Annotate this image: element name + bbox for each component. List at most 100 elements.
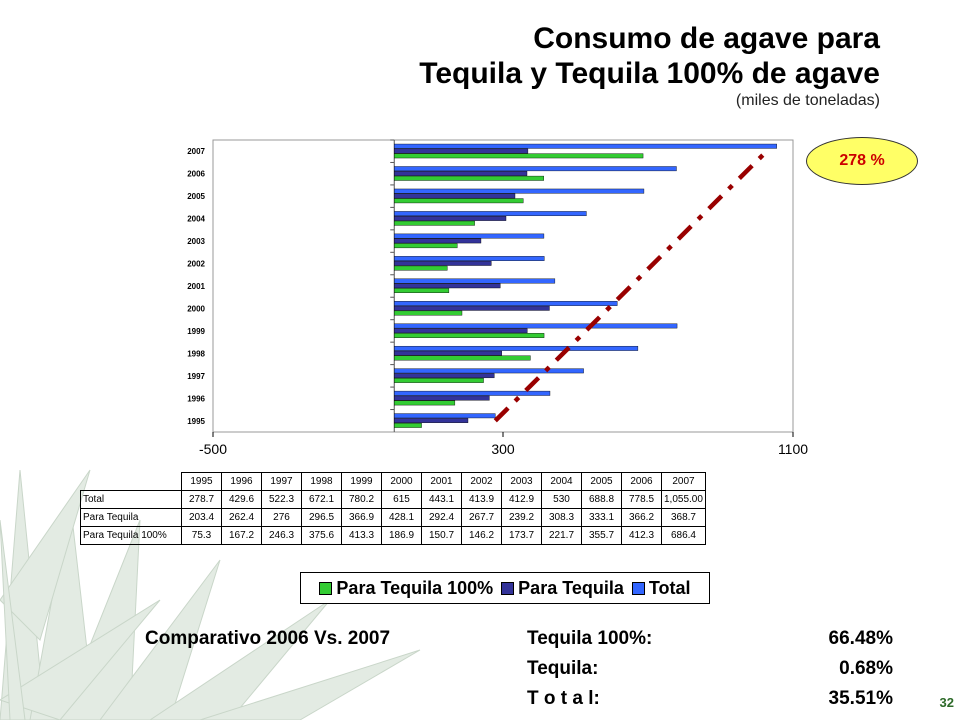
table-row: Para Tequila 203.4 262.4 276 296.5 366.9 428.1…: [80, 508, 706, 527]
table-cell: 672.1: [301, 490, 342, 509]
bar-total-2005: [394, 188, 645, 194]
table-cell: 413.3: [341, 526, 382, 545]
table-corner: [81, 473, 182, 491]
table-header-2000: 2000: [381, 472, 422, 491]
comparison-value-3: 35.51%: [828, 688, 893, 709]
bar-total-2003: [394, 233, 545, 239]
bar-para-tequila-2006: [394, 171, 528, 176]
y-tick-label-1999: 1999: [187, 327, 205, 336]
bar-para-tequila-100--2005: [394, 198, 524, 204]
table-cell: 366.2: [621, 508, 662, 527]
bar-para-tequila-100--2001: [394, 288, 450, 293]
bar-para-tequila-100--2004: [394, 220, 475, 226]
table-cell: 412.9: [501, 490, 542, 509]
legend-swatch: [319, 581, 333, 595]
bar-para-tequila-1999: [394, 328, 528, 334]
table-cell: 413.9: [461, 490, 502, 509]
table-cell: 368.7: [661, 508, 706, 527]
legend-swatch: [501, 581, 515, 595]
table-cell: 221.7: [541, 526, 582, 545]
bar-para-tequila-2004: [394, 216, 507, 221]
legend-swatch: [631, 581, 645, 595]
bar-total-2006: [394, 166, 677, 172]
bar-total-1998: [394, 345, 639, 351]
bar-total-2001: [394, 278, 556, 284]
table-header-2007: 2007: [661, 472, 706, 491]
bar-para-tequila-100--1997: [394, 378, 484, 383]
bar-para-tequila-100--2006: [394, 175, 544, 181]
table-cell: 246.3: [261, 526, 302, 545]
table-header-2002: 2002: [461, 472, 502, 491]
title-line-2: Tequila y Tequila 100% de agave: [419, 57, 880, 90]
bar-para-tequila-100--1998: [394, 355, 531, 361]
bar-para-tequila-1997: [394, 373, 495, 379]
y-tick-label-2000: 2000: [187, 304, 205, 313]
bar-para-tequila-100--2000: [394, 310, 463, 316]
table-cell: 150.7: [421, 526, 462, 545]
y-tick-label-2005: 2005: [187, 192, 205, 201]
bar-para-tequila-2007: [394, 148, 529, 154]
bar-total-1999: [394, 323, 678, 329]
x-tick-label-1100: 1100: [778, 441, 808, 457]
x-tick-label--500: -500: [199, 441, 227, 457]
chart-legend: Para Tequila 100% Para Tequila Total: [300, 572, 710, 604]
bar-para-tequila-100--1995: [394, 422, 422, 428]
table-cell: 428.1: [381, 508, 422, 527]
bar-para-tequila-1998: [394, 350, 502, 356]
y-tick-label-2003: 2003: [187, 237, 205, 246]
bar-total-1997: [394, 368, 584, 374]
bar-total-1996: [394, 390, 551, 396]
x-tick-label-300: 300: [491, 441, 515, 457]
bar-chart: 1995 1996 1997 1998 1999 2000 2001 2002 2003 2004…: [187, 139, 808, 457]
page-number: 32: [939, 695, 954, 710]
table-header-1998: 1998: [301, 472, 342, 491]
legend-label: Para Tequila: [518, 577, 624, 598]
table-cell: 267.7: [461, 508, 502, 527]
legend-item: Para Tequila: [501, 578, 624, 599]
table-row: Total 278.7 429.6 522.3 672.1 780.2 615 443.1 41…: [80, 490, 706, 509]
y-tick-label-1997: 1997: [187, 372, 205, 381]
comparison-label-2: Tequila:: [527, 658, 599, 679]
table-cell: 186.9: [381, 526, 422, 545]
table-cell: 375.6: [301, 526, 342, 545]
bar-para-tequila-2002: [394, 260, 492, 266]
bar-para-tequila-2001: [394, 283, 501, 289]
growth-badge: 278 %: [806, 137, 918, 185]
bar-para-tequila-100--2007: [394, 153, 644, 159]
bar-para-tequila-2000: [394, 305, 550, 311]
table-cell: 278.7: [181, 490, 222, 509]
table-cell: 443.1: [421, 490, 462, 509]
table-cell: 262.4: [221, 508, 262, 527]
table-row-label: Para Tequila: [80, 508, 182, 527]
table-cell: 412.3: [621, 526, 662, 545]
table-row: Para Tequila 100% 75.3 167.2 246.3 375.6 413.…: [80, 526, 706, 545]
bar-para-tequila-100--1996: [394, 400, 456, 406]
table-cell: 522.3: [261, 490, 302, 509]
table-cell: 333.1: [581, 508, 622, 527]
comparison-label-3: T o t a l:: [527, 688, 600, 709]
bar-total-2004: [394, 211, 587, 217]
y-tick-label-2004: 2004: [187, 215, 205, 224]
bar-para-tequila-2003: [394, 238, 482, 244]
table-header-1996: 1996: [221, 472, 262, 491]
table-cell: 292.4: [421, 508, 462, 527]
bar-total-2007: [394, 143, 777, 149]
table-cell: 688.8: [581, 490, 622, 509]
table-header-2003: 2003: [501, 472, 542, 491]
table-cell: 276: [261, 508, 302, 527]
legend-item: Total: [631, 578, 691, 599]
title-line-1: Consumo de agave para: [533, 22, 880, 55]
comparison-heading: Comparativo 2006 Vs. 2007: [145, 628, 391, 649]
y-tick-label-2001: 2001: [187, 282, 205, 291]
bar-para-tequila-1996: [394, 395, 490, 401]
bar-para-tequila-100--2003: [394, 243, 458, 249]
table-header-2006: 2006: [621, 472, 662, 491]
comparison-value-2: 0.68%: [839, 658, 893, 679]
bar-total-2000: [394, 301, 618, 306]
y-tick-label-1998: 1998: [187, 349, 205, 358]
table-header-2005: 2005: [581, 472, 622, 491]
legend-label: Para Tequila 100%: [336, 577, 494, 598]
table-row-label: Total: [80, 490, 182, 509]
y-tick-label-1996: 1996: [187, 394, 205, 403]
